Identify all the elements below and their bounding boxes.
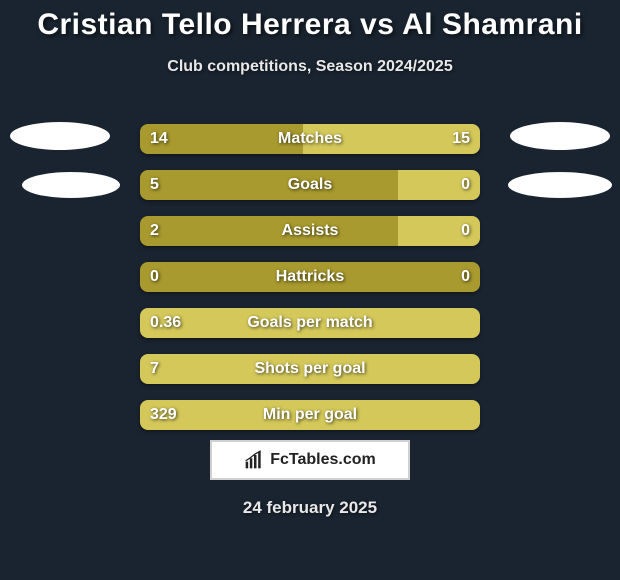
- bar-segment-full: [140, 354, 480, 384]
- bar-segment-full: [140, 262, 480, 292]
- page-title: Cristian Tello Herrera vs Al Shamrani: [0, 0, 620, 42]
- stat-row: 50Goals: [140, 170, 480, 200]
- stat-row: 20Assists: [140, 216, 480, 246]
- stat-value-left: 7: [150, 354, 159, 384]
- stat-value-right: 15: [452, 124, 470, 154]
- stat-value-left: 329: [150, 400, 177, 430]
- branding-badge: FcTables.com: [210, 440, 410, 480]
- bar-segment-full: [140, 308, 480, 338]
- stat-value-right: 0: [461, 170, 470, 200]
- stat-value-right: 0: [461, 262, 470, 292]
- chart-icon: [244, 450, 264, 470]
- stat-value-left: 14: [150, 124, 168, 154]
- branding-text: FcTables.com: [270, 451, 376, 469]
- bar-segment-left: [140, 216, 398, 246]
- stat-row: 7Shots per goal: [140, 354, 480, 384]
- stat-value-left: 2: [150, 216, 159, 246]
- subtitle: Club competitions, Season 2024/2025: [0, 58, 620, 76]
- stat-value-left: 0.36: [150, 308, 181, 338]
- stat-row: 00Hattricks: [140, 262, 480, 292]
- bar-segment-full: [140, 400, 480, 430]
- player-right-oval-1: [510, 122, 610, 150]
- stat-row: 1415Matches: [140, 124, 480, 154]
- player-left-oval-2: [22, 172, 120, 198]
- bar-segment-left: [140, 170, 398, 200]
- stat-value-left: 0: [150, 262, 159, 292]
- stat-value-left: 5: [150, 170, 159, 200]
- stat-row: 0.36Goals per match: [140, 308, 480, 338]
- player-left-oval-1: [10, 122, 110, 150]
- stat-row: 329Min per goal: [140, 400, 480, 430]
- player-right-oval-2: [508, 172, 612, 198]
- stat-bars: 1415Matches50Goals20Assists00Hattricks0.…: [140, 124, 480, 446]
- date-label: 24 february 2025: [0, 498, 620, 518]
- stat-value-right: 0: [461, 216, 470, 246]
